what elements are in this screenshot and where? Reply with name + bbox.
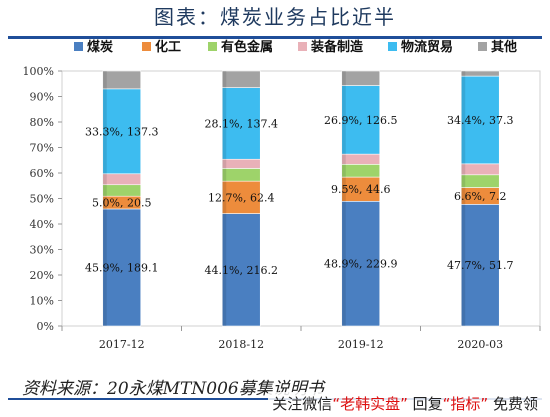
bar-shade bbox=[341, 154, 346, 165]
legend-label: 其他 bbox=[491, 39, 517, 55]
watermark-keyword: “指标” bbox=[442, 395, 489, 413]
bar-segment bbox=[102, 208, 142, 327]
legend-label: 煤炭 bbox=[87, 39, 113, 55]
bar-segment bbox=[221, 70, 261, 88]
y-tick-label: 0% bbox=[37, 320, 54, 333]
y-tick-label: 70% bbox=[30, 142, 54, 155]
bar-segment bbox=[460, 163, 500, 176]
legend-label: 有色金属 bbox=[221, 39, 273, 55]
legend-swatch bbox=[74, 42, 83, 51]
y-tick-label: 30% bbox=[30, 244, 54, 257]
data-label: 34.4%, 37.3 bbox=[447, 114, 513, 127]
data-label: 47.7%, 51.7 bbox=[447, 259, 513, 272]
data-label: 44.1%, 216.2 bbox=[205, 264, 278, 277]
bar-segment bbox=[460, 174, 500, 188]
bar-shade bbox=[102, 88, 107, 174]
y-tick-label: 100% bbox=[23, 65, 54, 78]
data-label: 28.1%, 137.4 bbox=[205, 117, 278, 130]
data-label: 5.0%, 20.5 bbox=[92, 197, 151, 210]
legend-swatch bbox=[208, 42, 217, 51]
x-tick-label: 2018-12 bbox=[218, 338, 264, 351]
bar-segment bbox=[460, 204, 500, 327]
chart-title: 图表：煤炭业务占比近半 bbox=[154, 5, 396, 29]
data-label: 6.6%, 7.2 bbox=[454, 190, 506, 203]
legend-swatch bbox=[298, 42, 307, 51]
data-label: 9.5%, 44.6 bbox=[331, 183, 390, 196]
x-tick-label: 2019-12 bbox=[338, 338, 384, 351]
bar-shade bbox=[102, 196, 107, 209]
bar-shade bbox=[461, 71, 466, 77]
bar-shade bbox=[341, 164, 346, 178]
bar-segment bbox=[460, 70, 500, 77]
bar-shade bbox=[222, 168, 227, 182]
bar-segment bbox=[341, 85, 381, 155]
bar-shade bbox=[222, 213, 227, 326]
y-tick-label: 80% bbox=[30, 116, 54, 129]
bar-shade bbox=[102, 184, 107, 197]
bar-segment bbox=[341, 176, 381, 202]
data-label: 48.9%, 229.9 bbox=[324, 258, 397, 271]
bar-shade bbox=[461, 187, 466, 205]
y-tick-label: 40% bbox=[30, 218, 54, 231]
bar-shade bbox=[222, 159, 227, 169]
bar-segment bbox=[221, 168, 261, 182]
bar-segment bbox=[221, 87, 261, 160]
legend-label: 化工 bbox=[155, 39, 181, 55]
watermark-suffix: 免费领 bbox=[492, 395, 538, 413]
bar-shade bbox=[341, 201, 346, 326]
watermark-account: “老韩实盘” bbox=[332, 395, 408, 413]
bar-segment bbox=[341, 201, 381, 327]
bar-shade bbox=[102, 173, 107, 185]
bar-segment bbox=[341, 70, 381, 86]
bar-segment bbox=[102, 70, 142, 90]
bar-segment bbox=[221, 158, 261, 169]
source-note: 资料来源：20永煤MTN006募集说明书 bbox=[22, 379, 324, 399]
x-tick-label: 2020-03 bbox=[457, 338, 503, 351]
bar-shade bbox=[222, 71, 227, 88]
bar-segment bbox=[102, 173, 142, 186]
bar-shade bbox=[341, 85, 346, 155]
bar-shade bbox=[341, 71, 346, 86]
legend-label: 装备制造 bbox=[310, 39, 364, 55]
y-tick-label: 60% bbox=[30, 167, 54, 180]
bar-segment bbox=[221, 213, 261, 327]
bar-segment bbox=[102, 88, 142, 175]
bar-shade bbox=[222, 181, 227, 214]
legend-swatch bbox=[478, 42, 487, 51]
bar-shade bbox=[102, 71, 107, 89]
y-tick-label: 50% bbox=[30, 193, 54, 206]
x-tick-label: 2017-12 bbox=[99, 338, 145, 351]
watermark-mid: 回复 bbox=[412, 395, 443, 413]
title-rule bbox=[8, 36, 542, 39]
bar-segment bbox=[341, 164, 381, 178]
data-label: 12.7%, 62.4 bbox=[208, 191, 274, 204]
y-tick-label: 90% bbox=[30, 91, 54, 104]
bar-shade bbox=[461, 76, 466, 164]
data-label: 33.3%, 137.3 bbox=[85, 125, 158, 138]
promo-watermark: 关注微信“老韩实盘” 回复“指标” 免费领 bbox=[268, 392, 542, 416]
bar-shade bbox=[461, 204, 466, 326]
y-tick-label: 10% bbox=[30, 295, 54, 308]
data-label: 26.9%, 126.5 bbox=[324, 114, 397, 127]
y-tick-label: 20% bbox=[30, 269, 54, 282]
bar-segment bbox=[102, 184, 142, 197]
bar-shade bbox=[461, 163, 466, 175]
bar-shade bbox=[341, 177, 346, 202]
bar-segment bbox=[341, 153, 381, 165]
bar-shade bbox=[461, 174, 466, 188]
bar-shade bbox=[222, 87, 227, 160]
legend-swatch bbox=[388, 42, 397, 51]
legend-label: 物流贸易 bbox=[401, 39, 453, 55]
watermark-prefix: 关注微信 bbox=[272, 395, 333, 413]
bar-shade bbox=[102, 208, 107, 326]
legend-swatch bbox=[142, 42, 151, 51]
data-label: 45.9%, 189.1 bbox=[85, 261, 158, 274]
